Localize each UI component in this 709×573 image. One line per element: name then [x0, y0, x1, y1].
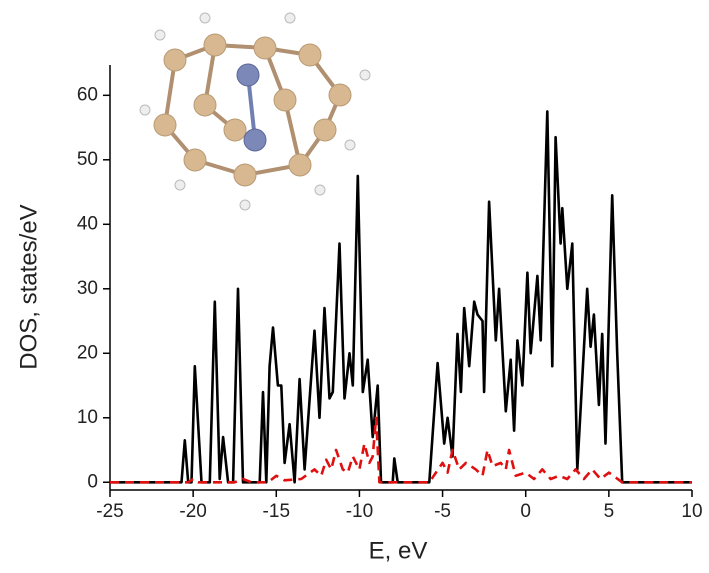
atom	[154, 114, 176, 136]
atom	[345, 140, 355, 150]
atoms	[140, 13, 370, 210]
y-tick-label: 40	[77, 213, 98, 234]
atom	[194, 94, 216, 116]
atom	[285, 13, 295, 23]
atom	[155, 30, 165, 40]
atom	[299, 44, 321, 66]
atom	[184, 149, 206, 171]
atom	[200, 13, 210, 23]
atom	[315, 185, 325, 195]
atom	[164, 49, 186, 71]
atom	[224, 119, 246, 141]
x-tick-label: -25	[96, 501, 123, 522]
y-tick-label: 60	[77, 84, 98, 105]
x-tick-label: 10	[681, 501, 702, 522]
atom	[234, 164, 256, 186]
y-tick-label: 20	[77, 342, 98, 363]
y-axis-title: DOS, states/eV	[15, 204, 42, 369]
y-tick-label: 50	[77, 149, 98, 170]
atom	[140, 105, 150, 115]
y-tick-label: 30	[77, 278, 98, 299]
x-axis-title: E, eV	[369, 537, 428, 564]
atom	[254, 37, 276, 59]
atom	[237, 64, 259, 86]
atom	[314, 119, 336, 141]
x-tick-label: -10	[346, 501, 373, 522]
x-tick-label: -15	[263, 501, 290, 522]
y-tick-label: 10	[77, 407, 98, 428]
atom	[289, 154, 311, 176]
x-tick-label: 5	[604, 501, 615, 522]
atom	[240, 200, 250, 210]
chart: E, eV DOS, states/eV 0102030405060-25-20…	[0, 0, 709, 573]
atom	[175, 180, 185, 190]
x-tick-label: 0	[520, 501, 531, 522]
atom	[329, 84, 351, 106]
y-tick-label: 0	[87, 471, 98, 492]
x-tick-label: -20	[179, 501, 206, 522]
atom	[204, 34, 226, 56]
atom	[360, 70, 370, 80]
atom	[274, 89, 296, 111]
atom	[244, 129, 266, 151]
x-tick-label: -5	[434, 501, 451, 522]
